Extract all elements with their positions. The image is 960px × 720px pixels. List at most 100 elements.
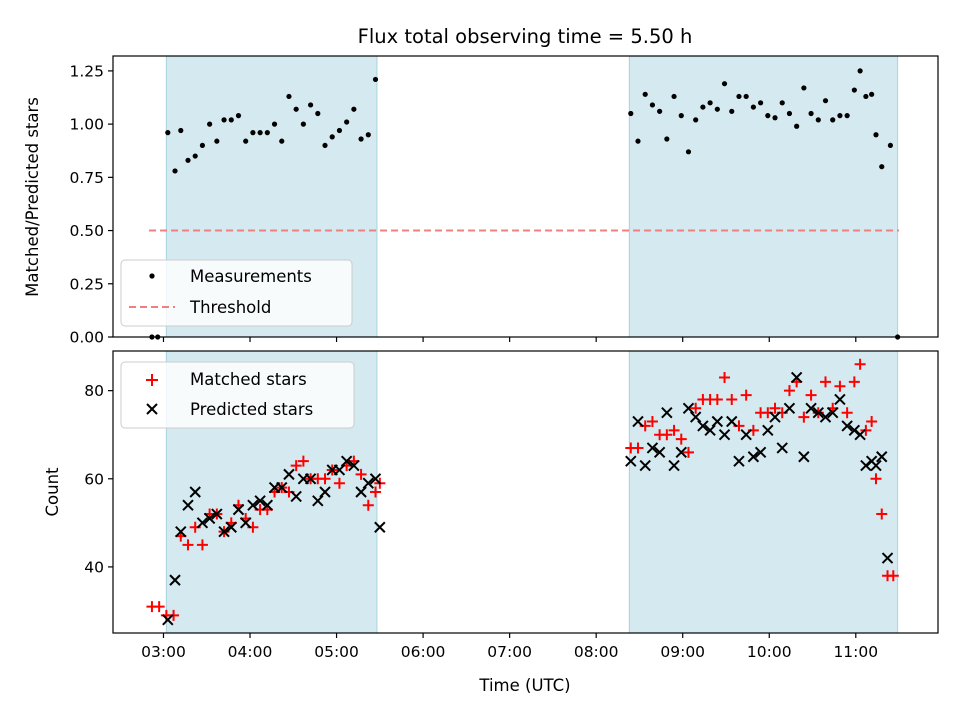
matched-star-point: [355, 468, 367, 480]
predicted-star-point: [639, 459, 651, 472]
measurement-point: [822, 98, 829, 104]
predicted-star-point: [805, 402, 817, 414]
matched-star-point: [798, 411, 810, 423]
legend-predicted-label: Predicted stars: [190, 400, 313, 419]
predicted-star-point: [854, 429, 866, 441]
measurement-point: [863, 93, 869, 100]
predicted-star-point: [876, 451, 888, 463]
predicted-star-point: [225, 521, 237, 533]
predicted-star-point: [283, 468, 295, 481]
matched-star-point: [333, 477, 345, 489]
predicted-star-point: [162, 614, 174, 626]
measurement-point: [628, 110, 634, 117]
matched-star-point: [854, 358, 866, 370]
top-shaded-interval-2: [628, 55, 899, 338]
top-y-tick-label: 0.00: [69, 329, 104, 347]
measurement-point: [671, 93, 677, 100]
predicted-star-point: [733, 455, 745, 467]
measurement-point: [228, 117, 234, 123]
measurement-point: [700, 104, 706, 110]
measurement-point: [243, 138, 249, 144]
matched-star-point: [870, 473, 882, 485]
measurement-point: [837, 113, 843, 119]
top-axes-frame: [112, 55, 939, 338]
legend-threshold-label: Threshold: [189, 298, 271, 317]
predicted-star-point: [697, 420, 709, 432]
predicted-star-point: [841, 420, 853, 432]
predicted-star-point: [304, 473, 317, 485]
measurement-point: [779, 100, 785, 106]
predicted-star-point: [646, 442, 659, 454]
measurement-point: [172, 168, 178, 174]
top-legend: Measurements Threshold: [120, 259, 353, 327]
predicted-star-point: [340, 455, 353, 467]
measurement-point: [235, 113, 242, 119]
predicted-star-point: [718, 429, 731, 441]
measurement-point: [221, 117, 227, 123]
matched-star-point: [297, 455, 309, 467]
measurement-point: [165, 130, 171, 136]
predicted-star-point: [355, 486, 367, 498]
measurement-point: [765, 113, 771, 119]
measurement-point: [844, 113, 850, 119]
matched-star-point: [668, 424, 680, 436]
measurement-point: [257, 130, 263, 136]
predicted-star-point: [682, 402, 695, 414]
predicted-star-point: [348, 459, 360, 472]
measurement-point: [214, 138, 220, 144]
predicted-star-point: [747, 451, 760, 463]
predicted-star-point: [276, 481, 288, 494]
measurement-point: [678, 113, 684, 119]
x-axis-label: Time (UTC): [478, 676, 570, 695]
predicted-star-point: [247, 499, 259, 511]
measurement-point: [815, 117, 821, 123]
predicted-star-point: [870, 459, 882, 472]
measurement-point: [879, 164, 885, 170]
predicted-star-point: [312, 495, 324, 507]
top-panel: 0.00 0.25 0.50 0.75 1.00 1.25: [69, 55, 939, 347]
measurement-point: [372, 76, 379, 83]
bottom-axes-frame: [112, 350, 939, 634]
measurement-point: [830, 117, 836, 123]
predicted-star-point: [689, 411, 702, 423]
matched-star-point: [820, 376, 831, 388]
measurement-point: [736, 93, 742, 100]
measurement-point: [178, 127, 184, 134]
bottom-x-tick-label: 10:00: [747, 643, 792, 661]
matched-star-point: [319, 473, 331, 485]
predicted-star-point: [704, 424, 716, 437]
measurement-point: [642, 91, 648, 97]
top-y-tick-label: 0.25: [69, 275, 104, 293]
predicted-star-point: [726, 415, 738, 428]
matched-star-point: [646, 416, 658, 427]
predicted-star-point: [711, 415, 724, 428]
predicted-star-point: [819, 411, 832, 423]
measurement-point: [729, 108, 735, 114]
predicted-star-point: [290, 490, 302, 503]
bottom-x-tick-label: 03:00: [141, 643, 186, 661]
matched-star-point: [740, 389, 752, 401]
measurement-point: [851, 87, 857, 93]
matched-star-point: [805, 389, 817, 401]
bottom-y-tick-label: 60: [84, 470, 104, 488]
predicted-star-point: [169, 574, 181, 586]
bottom-x-tick-label: 08:00: [574, 643, 619, 661]
measurement-point: [869, 91, 875, 97]
top-y-tick-label: 1.25: [69, 62, 104, 80]
measurement-point: [657, 108, 663, 114]
predicted-star-point: [369, 473, 382, 485]
measurement-point: [772, 115, 778, 121]
matched-star-point: [690, 402, 702, 414]
predicted-star-point: [232, 503, 245, 516]
matched-star-point: [876, 508, 888, 520]
matched-star-point: [841, 407, 853, 419]
measurement-point: [192, 153, 198, 159]
predicted-star-point: [769, 411, 781, 423]
legend-matched-marker: [146, 374, 158, 386]
measurement-point: [664, 136, 670, 142]
matched-star-point: [769, 402, 781, 414]
measurement-point: [887, 142, 894, 149]
predicted-star-point: [762, 424, 774, 437]
measurement-point: [279, 138, 285, 144]
measurement-point: [264, 130, 270, 136]
